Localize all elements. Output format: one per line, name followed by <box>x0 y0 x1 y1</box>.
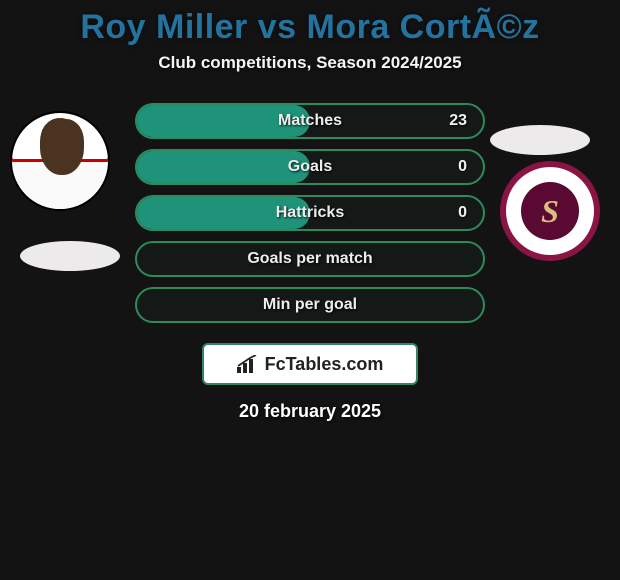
bars-icon <box>237 355 259 373</box>
stat-label: Goals per match <box>247 250 372 268</box>
player-left-ellipse <box>20 241 120 271</box>
branding-box[interactable]: FcTables.com <box>202 343 418 385</box>
player-right-ellipse <box>490 125 590 155</box>
branding-text: FcTables.com <box>265 354 384 375</box>
stat-value-right: 0 <box>458 158 467 176</box>
stat-label: Matches <box>278 112 342 130</box>
player-right-club-badge: S <box>500 161 600 261</box>
stats-list: Matches 23 Goals 0 Hattricks 0 Goals per… <box>135 103 485 323</box>
footer-date: 20 february 2025 <box>0 401 620 422</box>
player-left-avatar <box>10 111 110 211</box>
comparison-panel: S Matches 23 Goals 0 Hattricks 0 Goals p… <box>0 103 620 463</box>
stat-row-goals: Goals 0 <box>135 149 485 185</box>
stat-row-min-per-goal: Min per goal <box>135 287 485 323</box>
page-title: Roy Miller vs Mora CortÃ©z <box>0 0 620 47</box>
club-badge-letter: S <box>521 182 579 240</box>
stat-label: Min per goal <box>263 296 357 314</box>
stat-row-matches: Matches 23 <box>135 103 485 139</box>
page-subtitle: Club competitions, Season 2024/2025 <box>0 53 620 73</box>
stat-value-right: 0 <box>458 204 467 222</box>
stat-label: Hattricks <box>276 204 344 222</box>
stat-value-right: 23 <box>449 112 467 130</box>
stat-label: Goals <box>288 158 332 176</box>
stat-row-goals-per-match: Goals per match <box>135 241 485 277</box>
stat-row-hattricks: Hattricks 0 <box>135 195 485 231</box>
